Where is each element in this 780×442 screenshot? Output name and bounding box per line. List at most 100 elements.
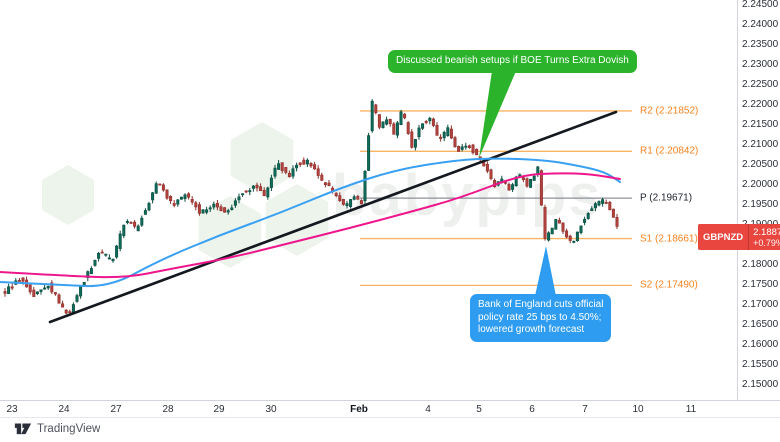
candle-body xyxy=(345,203,349,207)
x-axis-label: 11 xyxy=(685,404,697,415)
candle-body xyxy=(237,196,241,201)
candle-body xyxy=(53,292,57,295)
candle-body xyxy=(104,253,108,256)
candle-body xyxy=(226,210,230,213)
x-axis-label: 7 xyxy=(582,404,588,415)
candle-body xyxy=(385,119,389,125)
callout-boe-rate-cut[interactable]: Bank of England cuts official policy rat… xyxy=(470,294,612,342)
candle-body xyxy=(547,232,551,241)
candle-body xyxy=(565,230,569,238)
candle-body xyxy=(590,208,594,212)
candle-body xyxy=(179,196,183,200)
candle-body xyxy=(79,285,83,297)
candle-body xyxy=(359,200,363,205)
candle-body xyxy=(601,199,605,204)
candle-body xyxy=(266,187,270,198)
y-axis-label: 2.21500 xyxy=(742,119,779,130)
candle-body xyxy=(446,127,450,137)
candle-body xyxy=(543,207,547,239)
candle-body xyxy=(61,303,65,308)
trendline-group[interactable] xyxy=(48,110,618,324)
callout-tails-group xyxy=(479,71,556,296)
price-scale-axis[interactable]: 2.24500 2.24000 2.23500 2.23000 2.22500 2.220… xyxy=(737,0,780,400)
y-axis-label: 2.24000 xyxy=(742,19,779,30)
candle-body xyxy=(511,184,515,190)
callout-tail-bearish-setups xyxy=(479,71,516,158)
watermark-cube xyxy=(265,184,329,256)
callout-bearish-setups[interactable]: Discussed bearish setups if BOE Turns Ex… xyxy=(388,50,637,73)
last-price: 2.18871 xyxy=(753,226,780,238)
candle-body xyxy=(356,196,360,200)
candle-body xyxy=(176,199,180,205)
x-axis-label: 30 xyxy=(265,404,277,415)
candle-body xyxy=(86,271,90,278)
candle-body xyxy=(575,231,579,242)
y-axis-label: 2.22000 xyxy=(742,99,779,110)
candle-body xyxy=(75,295,79,302)
candle-body xyxy=(89,268,93,275)
candle-body xyxy=(298,162,302,166)
pivot-label-p: P (2.19671) xyxy=(640,192,693,204)
candle-body xyxy=(611,208,615,218)
candle-body xyxy=(255,184,259,189)
y-axis-label: 2.20000 xyxy=(742,179,779,190)
candle-body xyxy=(147,203,151,211)
candle-body xyxy=(205,209,209,213)
candle-body xyxy=(71,304,75,313)
candle-body xyxy=(219,206,223,212)
candle-body xyxy=(363,170,367,202)
candle-body xyxy=(3,291,7,294)
moving-averages-group xyxy=(0,157,621,288)
candle-body xyxy=(280,162,284,171)
candle-body xyxy=(320,174,324,181)
candle-body xyxy=(388,118,392,125)
time-scale-axis[interactable]: 23 24 27 28 29 30 Feb 4 5 6 7 10 11 xyxy=(0,400,780,418)
y-axis-label: 2.23000 xyxy=(742,59,779,70)
candle-body xyxy=(151,192,155,201)
candle-body xyxy=(349,199,353,207)
candle-body xyxy=(507,184,511,191)
candle-body xyxy=(262,190,266,197)
candle-body xyxy=(158,183,162,186)
candle-body xyxy=(428,117,432,122)
candle-body xyxy=(273,167,277,177)
price-values: 2.18871 +0.79% xyxy=(749,224,780,250)
candle-body xyxy=(136,225,140,232)
symbol-label: GBPNZD xyxy=(698,224,750,250)
candle-body xyxy=(21,277,25,282)
x-axis-label: 27 xyxy=(110,404,122,415)
candle-body xyxy=(302,159,306,165)
candle-body xyxy=(352,196,356,200)
candle-body xyxy=(154,183,158,194)
candle-body xyxy=(50,282,54,293)
candle-body xyxy=(421,123,425,129)
tradingview-mark-icon xyxy=(14,423,32,435)
candle-body xyxy=(100,251,104,254)
y-axis-label: 2.22500 xyxy=(742,79,779,90)
ma-line-blue xyxy=(0,157,621,288)
y-axis-label: 2.15000 xyxy=(742,379,779,390)
y-axis-label: 2.15500 xyxy=(742,359,779,370)
x-axis-label: 23 xyxy=(6,404,18,415)
candle-body xyxy=(10,286,14,289)
candle-body xyxy=(341,199,345,205)
y-axis-label: 2.24500 xyxy=(742,0,779,10)
candle-body xyxy=(381,121,385,128)
candle-body xyxy=(64,309,68,314)
candle-body xyxy=(467,145,471,148)
candle-body xyxy=(323,182,327,185)
pivot-label-s1: S1 (2.18661) xyxy=(640,233,698,245)
candle-body xyxy=(525,178,529,187)
pivot-label-r1: R1 (2.20842) xyxy=(640,145,699,157)
candle-body xyxy=(557,219,561,224)
change-percent: +0.79% xyxy=(753,237,780,248)
rising-trendline[interactable] xyxy=(48,110,618,324)
candle-body xyxy=(143,210,147,215)
candle-body xyxy=(572,240,576,243)
tradingview-logo[interactable]: TradingView xyxy=(14,421,100,436)
candle-body xyxy=(284,167,288,173)
candle-body xyxy=(57,294,61,304)
candle-body xyxy=(197,204,201,214)
